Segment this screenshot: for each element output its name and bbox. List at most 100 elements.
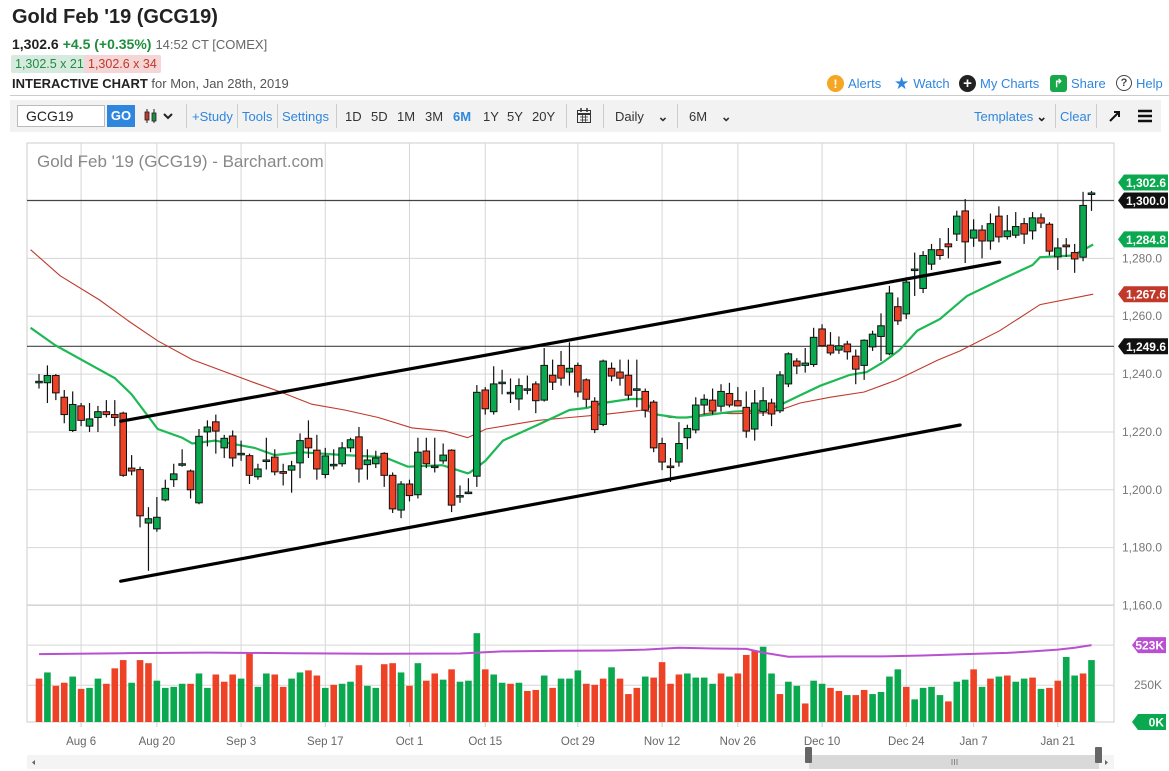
candle xyxy=(658,443,666,463)
candle xyxy=(52,375,60,394)
candle xyxy=(868,333,877,348)
candle xyxy=(237,452,245,456)
grip-icon xyxy=(951,759,958,765)
volume-bar xyxy=(557,678,565,722)
range-1m[interactable]: 1M xyxy=(397,109,416,124)
volume-tag-volume: 0K xyxy=(1149,716,1165,730)
calendar-button[interactable] xyxy=(576,107,592,129)
volume-bar xyxy=(599,678,607,722)
candle xyxy=(346,439,355,449)
symbol-input[interactable]: GCG19 xyxy=(17,105,105,127)
volume-bar xyxy=(170,686,178,722)
volume-bar xyxy=(608,667,615,722)
candle xyxy=(456,495,464,498)
volume-bar xyxy=(658,662,666,722)
range-1d[interactable]: 1D xyxy=(345,109,362,124)
volume-bar xyxy=(717,673,725,722)
volume-bar xyxy=(515,682,523,722)
candle xyxy=(793,360,801,367)
candle xyxy=(68,403,77,431)
settings-button[interactable]: Settings xyxy=(282,109,329,124)
scroll-right-icon[interactable] xyxy=(1105,760,1108,765)
star-icon: ★ xyxy=(894,74,910,93)
navigator-scrollbar[interactable] xyxy=(27,747,1114,769)
volume-bar xyxy=(540,675,548,722)
range-1y[interactable]: 1Y xyxy=(483,109,499,124)
volume-bar xyxy=(52,685,60,722)
date-tick-label: Oct 15 xyxy=(468,736,502,748)
candle xyxy=(85,418,94,427)
volume-bar xyxy=(473,633,481,722)
price-tag-line: 1,249.6 xyxy=(1126,340,1166,354)
volume-bar xyxy=(313,675,321,722)
volume-bar xyxy=(650,677,657,722)
volume-bar xyxy=(338,683,346,722)
volume-bar xyxy=(692,677,700,722)
volume-bar xyxy=(835,690,843,722)
candle xyxy=(212,421,220,432)
chart-type-dropdown[interactable] xyxy=(143,107,177,130)
range-5y[interactable]: 5Y xyxy=(507,109,523,124)
share-link[interactable]: ↱ Share xyxy=(1050,75,1106,92)
range-20y[interactable]: 20Y xyxy=(532,109,556,124)
candle xyxy=(523,388,532,391)
alerts-link[interactable]: ! Alerts xyxy=(827,75,881,92)
volume-bar xyxy=(136,660,144,722)
period-dropdown[interactable]: 6M ⌄ xyxy=(689,109,732,125)
tools-button[interactable]: Tools xyxy=(242,109,273,124)
volume-bar xyxy=(768,673,775,722)
candle xyxy=(675,443,683,463)
candle xyxy=(927,249,936,265)
volume-bar xyxy=(389,663,396,722)
candle xyxy=(851,355,860,370)
quote-time: 14:52 CT [COMEX] xyxy=(155,37,268,52)
go-button[interactable]: GO xyxy=(107,105,135,127)
volume-bar xyxy=(498,682,506,722)
my-charts-link[interactable]: + My Charts xyxy=(959,75,1039,92)
templates-label: Templates xyxy=(974,109,1034,124)
trendlines xyxy=(119,260,1002,583)
candle xyxy=(186,470,195,491)
volume-bar xyxy=(583,683,590,722)
candle xyxy=(228,435,237,459)
trendline xyxy=(119,423,962,583)
price-tick-label: 1,240.0 xyxy=(1122,367,1162,381)
price-tag-last: 1,302.6 xyxy=(1126,176,1166,190)
candle xyxy=(624,374,633,396)
help-link[interactable]: ? Help xyxy=(1116,75,1163,91)
toolbar-separator xyxy=(603,104,604,128)
volume-bar xyxy=(423,680,430,722)
navigator-right-handle[interactable] xyxy=(1095,747,1102,763)
candle xyxy=(119,412,128,476)
date-tick-label: Nov 26 xyxy=(720,736,756,748)
chevron-down-icon: ⌄ xyxy=(720,109,732,124)
watch-link[interactable]: ★ Watch xyxy=(894,75,950,92)
add-study-button[interactable]: +Study xyxy=(192,109,233,124)
expand-button[interactable] xyxy=(1107,108,1123,129)
scroll-left-icon[interactable] xyxy=(32,760,35,765)
volume-bar xyxy=(195,673,203,722)
volume-bar xyxy=(296,672,304,722)
volume-bar xyxy=(641,676,649,722)
volume-bar xyxy=(162,687,169,722)
menu-button[interactable] xyxy=(1137,108,1153,129)
candle xyxy=(700,398,708,406)
volume-bar xyxy=(263,673,270,722)
moving-averages xyxy=(29,243,1094,475)
quote-line: 1,302.6 +4.5 (+0.35%) 14:52 CT [COMEX] xyxy=(12,36,267,52)
range-3m[interactable]: 3M xyxy=(425,109,444,124)
range-6m[interactable]: 6M xyxy=(453,109,472,124)
volume-bar xyxy=(894,669,902,722)
interval-dropdown[interactable]: Daily ⌄ xyxy=(615,109,668,125)
candle xyxy=(944,243,953,248)
templates-dropdown[interactable]: Templates ⌄ xyxy=(974,109,1047,125)
clear-button[interactable]: Clear xyxy=(1060,109,1092,124)
candle xyxy=(582,379,591,400)
candle xyxy=(169,473,178,481)
navigator-left-handle[interactable] xyxy=(805,747,812,763)
range-5d[interactable]: 5D xyxy=(371,109,388,124)
volume-bar xyxy=(456,681,464,722)
my-charts-label: My Charts xyxy=(980,76,1040,91)
candle xyxy=(77,405,85,421)
